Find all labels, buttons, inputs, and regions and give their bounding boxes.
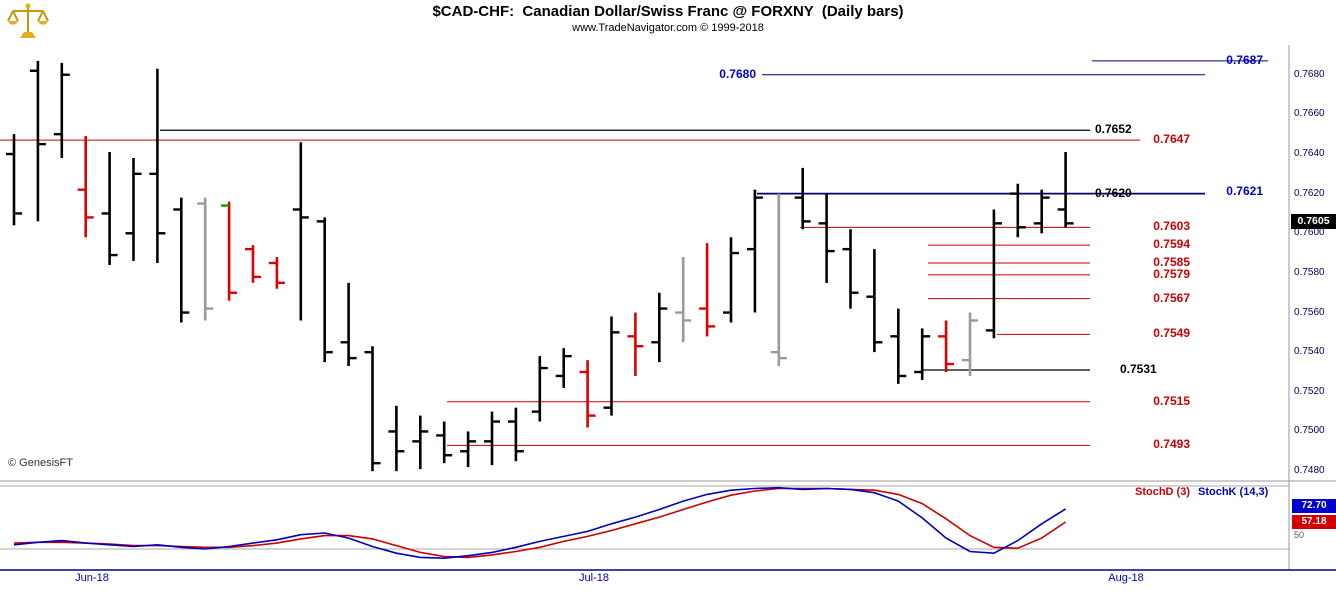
y-axis-label: 0.7580: [1294, 266, 1325, 278]
gold-scales-logo: [6, 2, 50, 47]
stoch-axis-50-label: 50: [1294, 530, 1305, 540]
price-level-label: 0.7621: [1226, 183, 1263, 198]
price-level-label: 0.7687: [1226, 52, 1263, 67]
price-level-label: 0.7493: [1153, 437, 1190, 452]
price-level-label: 0.7567: [1153, 290, 1190, 305]
price-level-label: 0.7647: [1153, 132, 1190, 147]
price-level-label: 0.7579: [1153, 266, 1190, 281]
y-axis-label: 0.7540: [1294, 346, 1325, 358]
y-axis-label: 0.7680: [1294, 68, 1325, 80]
price-level-label: 0.7652: [1095, 122, 1132, 137]
y-axis-label: 0.7620: [1294, 187, 1325, 199]
stoch-k-value-box: 72.70: [1292, 499, 1336, 513]
genesis-watermark: © GenesisFT: [8, 457, 73, 469]
y-axis-label: 0.7520: [1294, 385, 1325, 397]
y-axis-label: 0.7480: [1294, 465, 1325, 477]
x-axis-label-aug: Aug-18: [1108, 572, 1144, 584]
price-level-label: 0.7531: [1120, 362, 1157, 377]
price-level-label: 0.7549: [1153, 326, 1190, 341]
scales-icon: [7, 3, 49, 38]
y-axis-label: 0.7560: [1294, 306, 1325, 318]
x-axis-label-jul: Jul-18: [579, 572, 609, 584]
price-level-label: 0.7680: [719, 66, 756, 81]
price-level-label: 0.7515: [1153, 393, 1190, 408]
chart-subtitle: www.TradeNavigator.com © 1999-2018: [572, 22, 764, 34]
current-price-box: 0.7605: [1291, 214, 1336, 229]
stoch-k-legend: StochK (14,3): [1198, 486, 1269, 498]
price-level-label: 0.7594: [1153, 237, 1190, 252]
y-axis-label: 0.7600: [1294, 227, 1325, 239]
y-axis-label: 0.7660: [1294, 108, 1325, 120]
price-level-label: 0.7603: [1153, 219, 1190, 234]
stoch-k-line: [13, 486, 1067, 560]
x-axis-label-jun: Jun-18: [75, 572, 109, 584]
price-level-label: 0.7585: [1153, 255, 1190, 269]
chart-title: $CAD-CHF: Canadian Dollar/Swiss Franc @ …: [432, 3, 904, 20]
stoch-d-line: [13, 487, 1067, 559]
y-axis-label: 0.7640: [1294, 148, 1325, 159]
stoch-d-value-box: 57.18: [1292, 515, 1336, 529]
y-axis-label: 0.7500: [1294, 425, 1325, 437]
stoch-d-legend: StochD (3): [1135, 486, 1190, 498]
price-level-label: 0.7620: [1095, 185, 1132, 200]
